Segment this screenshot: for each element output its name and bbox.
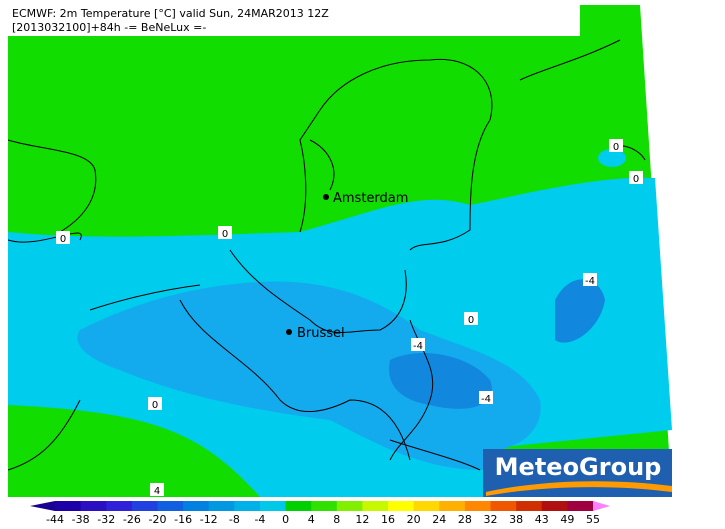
contour-label-bg [150,483,164,496]
contour-label: 4 [154,486,160,497]
legend-tick-label: -26 [123,513,141,525]
logo-text: MeteoGroup [495,453,662,481]
contour-label: 0 [468,315,474,326]
legend-swatch [55,501,82,511]
legend-swatch [183,501,210,511]
contour-label-bg [609,139,623,152]
contour-label-bg [218,226,232,239]
city-label: Amsterdam [333,191,408,206]
legend-swatch [464,501,492,511]
contour-label-bg [56,231,70,244]
contour-label: 0 [222,229,228,240]
legend-tick-label: -12 [200,513,218,525]
legend-tick-label: 32 [484,513,498,525]
legend-tick-label: 4 [308,513,315,525]
legend-tick-label: -4 [254,513,265,525]
legend-swatch [285,501,312,511]
contour-label: 0 [152,400,158,411]
legend-tick-label: 8 [333,513,340,525]
legend-tick-label: 55 [586,513,600,525]
legend-tick-label: -38 [72,513,90,525]
legend-swatch [131,501,158,511]
contour-label-bg [464,312,478,325]
legend-swatch [80,501,107,511]
legend-swatch [259,501,287,511]
logo-swoosh [486,481,672,496]
legend-tick-label: 49 [560,513,574,525]
legend-tick-label: 20 [407,513,421,525]
contour-label: -4 [481,394,491,405]
contour-label: 0 [613,142,619,153]
legend-tick-label: -20 [148,513,166,525]
legend-tick-label: 43 [535,513,549,525]
legend-swatch [388,501,415,511]
legend-swatch [362,501,389,511]
legend-tick-label: -44 [46,513,64,525]
legend-arrow [593,501,610,511]
legend-swatch [567,501,594,511]
city-dot [323,194,329,200]
legend-tick-label: 28 [458,513,472,525]
contour-label-bg [411,338,425,351]
contour-label: -4 [413,341,423,352]
legend-tick-label: 38 [509,513,523,525]
contour-label: 0 [633,174,639,185]
legend-tick-label: -8 [229,513,240,525]
legend-tick-label: -16 [174,513,192,525]
legend-tick-label: 16 [381,513,395,525]
legend-swatch [336,501,363,511]
legend-tick-label: -32 [97,513,115,525]
header-box [8,5,580,36]
legend-swatch [413,501,440,511]
zone-below-minus4 [77,281,541,470]
city-dot [286,329,292,335]
legend-swatch [311,501,338,511]
legend-tick-label: 12 [355,513,369,525]
contour-label-bg [583,273,597,286]
legend-swatch [106,501,133,511]
legend-swatch [234,501,261,511]
contour-label: 0 [60,234,66,245]
legend-swatch [516,501,543,511]
legend-swatch [490,501,517,511]
legend-swatch [157,501,184,511]
header-line: [2013032100]+84h -= BeNeLux =- [12,21,206,34]
contour-label-bg [148,397,162,410]
legend-tick-label: 0 [282,513,289,525]
zone-0-to-minus4 [598,149,626,167]
contour-label: -4 [585,276,595,287]
contour-label-bg [629,171,643,184]
zone-cold-core [555,279,605,343]
legend-tick-label: 24 [432,513,446,525]
legend-swatch [541,501,568,511]
city-label: Brussel [297,326,345,341]
contour-label-bg [479,391,493,404]
legend-swatch [439,501,466,511]
header-line: ECMWF: 2m Temperature [°C] valid Sun, 24… [12,7,329,20]
legend-swatch [208,501,235,511]
legend-arrow [30,501,55,511]
zone-cold-core [389,352,492,409]
